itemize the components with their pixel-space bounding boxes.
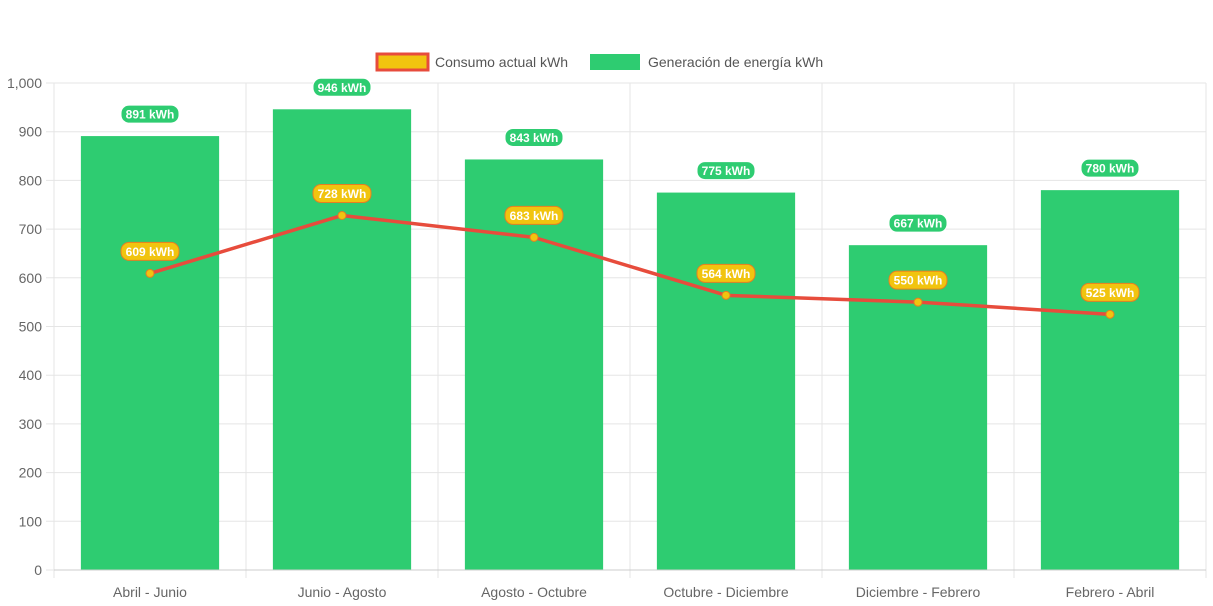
line-data-label-badge — [504, 205, 564, 225]
bar-data-label-badge — [312, 77, 372, 97]
legend-swatch-consumo[interactable] — [375, 52, 430, 72]
bar-data-label: 843 kWh — [510, 131, 559, 145]
line-data-label: 609 kWh — [126, 245, 175, 259]
y-tick-label: 200 — [19, 465, 43, 481]
grid-layer — [46, 82, 1207, 578]
y-tick-label: 300 — [19, 416, 43, 432]
bar-generacion[interactable] — [464, 159, 604, 571]
y-tick-label: 400 — [19, 367, 43, 383]
bar-data-label-badge — [1080, 158, 1140, 178]
axis-layer: 0 100 200 300 400 500 600 700 800 900 1,000 Abril -… — [7, 75, 1206, 600]
legend-label-generacion[interactable]: Generación de energía kWh — [648, 54, 823, 70]
line-data-label-badge — [1080, 282, 1140, 302]
bar-generacion[interactable] — [80, 136, 220, 570]
line-data-label-badge — [696, 263, 756, 283]
point-consumo[interactable] — [529, 232, 539, 242]
point-consumo[interactable] — [337, 210, 347, 220]
x-tick-label: Diciembre - Febrero — [856, 584, 981, 600]
bar-data-label-badge — [888, 213, 948, 233]
bar-data-label-badge — [504, 127, 564, 147]
line-layer — [145, 210, 1115, 319]
bar-generacion[interactable] — [272, 109, 412, 570]
point-consumo[interactable] — [145, 268, 155, 278]
y-tick-label: 700 — [19, 221, 43, 237]
bar-data-label: 775 kWh — [702, 164, 751, 178]
y-tick-label: 0 — [34, 562, 42, 578]
line-data-label: 728 kWh — [318, 187, 367, 201]
y-tick-label: 1,000 — [7, 75, 42, 91]
line-data-label-badge — [120, 241, 180, 261]
legend[interactable]: Consumo actual kWh Generación de energía … — [375, 52, 823, 72]
x-tick-label: Abril - Junio — [113, 584, 187, 600]
bar-generacion[interactable] — [656, 192, 796, 570]
x-tick-label: Octubre - Diciembre — [663, 584, 788, 600]
legend-swatch-generacion[interactable] — [590, 54, 640, 70]
point-consumo[interactable] — [721, 290, 731, 300]
point-consumo[interactable] — [913, 297, 923, 307]
line-data-label: 525 kWh — [1086, 286, 1135, 300]
y-tick-label: 900 — [19, 124, 43, 140]
bar-data-label-badge — [696, 161, 756, 181]
y-tick-label: 800 — [19, 172, 43, 188]
line-data-label-badge — [312, 183, 372, 203]
y-tick-label: 500 — [19, 319, 43, 335]
bar-data-label: 667 kWh — [894, 217, 943, 231]
line-data-label-badge — [888, 270, 948, 290]
line-data-label: 564 kWh — [702, 267, 751, 281]
x-tick-label: Junio - Agosto — [298, 584, 387, 600]
x-tick-label: Agosto - Octubre — [481, 584, 587, 600]
line-data-label: 683 kWh — [510, 209, 559, 223]
bar-data-label: 891 kWh — [126, 108, 175, 122]
y-tick-label: 600 — [19, 270, 43, 286]
point-consumo[interactable] — [1105, 309, 1115, 319]
x-tick-label: Febrero - Abril — [1066, 584, 1155, 600]
bar-generacion[interactable] — [848, 245, 988, 570]
line-consumo — [149, 213, 1111, 317]
bar-data-label: 946 kWh — [318, 81, 367, 95]
bar-generacion[interactable] — [1040, 190, 1180, 570]
data-label-layer: 891 kWh 946 kWh 843 kWh 775 kWh 667 kWh 780 k… — [120, 77, 1140, 302]
legend-label-consumo[interactable]: Consumo actual kWh — [435, 54, 568, 70]
bar-data-label-badge — [120, 104, 180, 124]
line-data-label: 550 kWh — [894, 274, 943, 288]
y-tick-label: 100 — [19, 513, 43, 529]
bar-data-label: 780 kWh — [1086, 162, 1135, 176]
